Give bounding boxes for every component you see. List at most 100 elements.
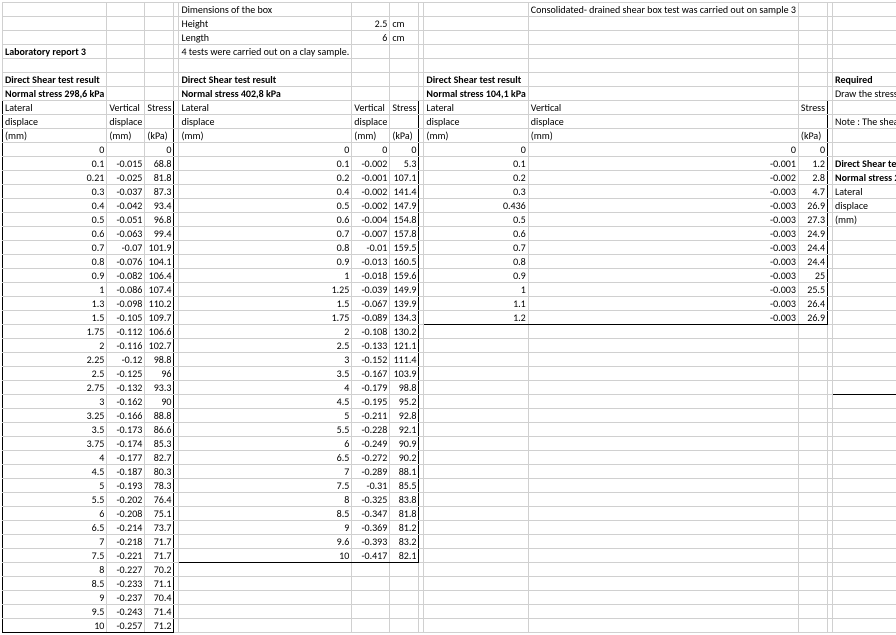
cell: -0.002 <box>352 199 390 213</box>
cell: 75.1 <box>145 507 174 521</box>
cell: 104.1 <box>145 255 174 269</box>
cell: -0.001 <box>352 171 390 185</box>
cell: 78.3 <box>145 479 174 493</box>
cell: -0.369 <box>352 521 390 535</box>
cell: 103.9 <box>390 367 419 381</box>
cell: 111.4 <box>390 353 419 367</box>
cell: -0.003 <box>528 227 798 241</box>
cell: 7.5 <box>179 479 352 493</box>
cell: 1.3 <box>3 297 107 311</box>
cell: -0.003 <box>528 199 798 213</box>
cell: -0.004 <box>352 213 390 227</box>
cell: 25.5 <box>798 283 827 297</box>
cell: 0.7 <box>3 241 107 255</box>
cell: 9 <box>3 591 107 605</box>
cell: -0.082 <box>107 269 145 283</box>
cell: Dimensions of the box <box>179 3 352 17</box>
cell: 0 <box>179 143 352 157</box>
cell: 4.5 <box>3 465 107 479</box>
cell: -0.112 <box>107 325 145 339</box>
cell: -0.214 <box>107 521 145 535</box>
cell: Normal stress 298,6 kPa <box>3 87 107 101</box>
cell: 0 <box>424 143 528 157</box>
cell: 5.3 <box>390 157 419 171</box>
cell: 82.7 <box>145 451 174 465</box>
cell: 1.75 <box>833 339 896 353</box>
cell: 0.8 <box>424 255 528 269</box>
cell: 157.8 <box>390 227 419 241</box>
cell: Required <box>833 73 896 87</box>
cell: displace <box>528 115 798 129</box>
cell: -0.243 <box>107 605 145 619</box>
cell: 0 <box>798 143 827 157</box>
cell: 70.4 <box>145 591 174 605</box>
cell: Laboratory report 3 <box>3 45 107 59</box>
cell: 98.8 <box>145 353 174 367</box>
cell: 70.2 <box>145 563 174 577</box>
cell: 83.8 <box>390 493 419 507</box>
cell: -0.173 <box>107 423 145 437</box>
cell: 68.8 <box>145 157 174 171</box>
cell: 1 <box>424 283 528 297</box>
cell: 0.1 <box>424 157 528 171</box>
cell: 2.8 <box>798 171 827 185</box>
cell: -0.167 <box>352 367 390 381</box>
cell: 1.5 <box>833 325 896 339</box>
cell: Draw the stress-strain figure of the soi… <box>833 87 896 101</box>
cell: Direct Shear test result <box>3 73 107 87</box>
cell: 90 <box>145 395 174 409</box>
cell: 3 <box>3 395 107 409</box>
cell: 71.7 <box>145 535 174 549</box>
cell: -0.086 <box>107 283 145 297</box>
cell: 10 <box>3 619 107 633</box>
cell: 85.3 <box>145 437 174 451</box>
cell: 2.5 <box>3 367 107 381</box>
cell: 2.75 <box>3 381 107 395</box>
cell: Vertical <box>352 101 390 115</box>
cell: -0.105 <box>107 311 145 325</box>
cell: 109.7 <box>145 311 174 325</box>
cell: -0.003 <box>528 255 798 269</box>
cell: 93.3 <box>145 381 174 395</box>
cell: 4 tests were carried out on a clay sampl… <box>179 45 352 59</box>
cell: 102.7 <box>145 339 174 353</box>
cell: 2 <box>179 325 352 339</box>
cell: (mm) <box>528 129 798 143</box>
cell: -0.098 <box>107 297 145 311</box>
cell: Length <box>179 31 352 45</box>
cell: displace <box>424 115 528 129</box>
cell: Lateral <box>833 185 896 199</box>
cell: 0.8 <box>179 241 352 255</box>
cell: 80.3 <box>145 465 174 479</box>
cell: 3 <box>179 353 352 367</box>
cell: Lateral <box>424 101 528 115</box>
cell: -0.003 <box>528 311 798 325</box>
cell: 88.1 <box>390 465 419 479</box>
cell: cm <box>390 31 419 45</box>
cell: -0.289 <box>352 465 390 479</box>
cell: 86.6 <box>145 423 174 437</box>
cell: 0.4 <box>179 185 352 199</box>
cell: -0.417 <box>352 549 390 563</box>
cell: 0.75 <box>833 283 896 297</box>
cell: -0.125 <box>107 367 145 381</box>
cell: 0.9 <box>3 269 107 283</box>
cell: -0.221 <box>107 549 145 563</box>
cell: -0.177 <box>107 451 145 465</box>
cell: 149.9 <box>390 283 419 297</box>
cell: 81.8 <box>390 507 419 521</box>
cell: Normal stress 201,4 kPa <box>833 171 896 185</box>
cell: 0.6 <box>424 227 528 241</box>
cell: 6 <box>179 437 352 451</box>
cell: 0.5 <box>179 199 352 213</box>
cell: 3.5 <box>3 423 107 437</box>
cell: 0.9 <box>424 269 528 283</box>
cell: 0.2 <box>179 171 352 185</box>
cell: 0.4 <box>833 255 896 269</box>
cell: 27.3 <box>798 213 827 227</box>
cell: -0.067 <box>352 297 390 311</box>
cell: -0.025 <box>107 171 145 185</box>
cell: displace <box>833 199 896 213</box>
cell: -0.018 <box>352 269 390 283</box>
cell: 6.5 <box>179 451 352 465</box>
